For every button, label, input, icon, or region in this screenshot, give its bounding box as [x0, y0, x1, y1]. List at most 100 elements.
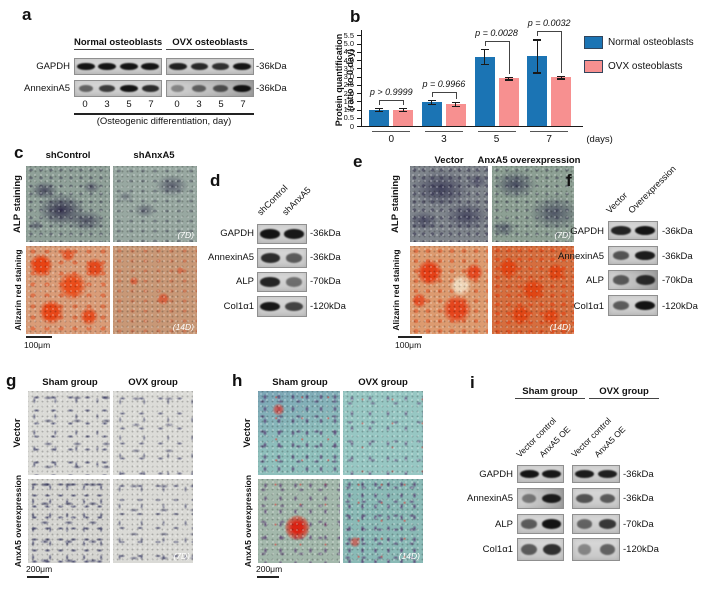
cx-bar	[474, 56, 495, 126]
cx-ylab: 0	[349, 121, 354, 131]
col-header-ovx: OVX group	[358, 377, 408, 388]
blot-d-gapdh	[257, 224, 307, 244]
row-label-alp: ALP	[495, 519, 513, 530]
micro-h-oe-sham	[258, 479, 340, 563]
blot-i-gapdh-sham	[517, 465, 564, 483]
panel-d: d shControl shAnxA5 GAPDH AnnexinA5 ALP …	[196, 144, 346, 360]
panel-e: e Vector AnxA5 overexpression ALP staini…	[346, 144, 582, 360]
cx-line	[530, 131, 569, 133]
time-tag-7d: (7D)	[173, 551, 190, 561]
micro-c-ar-shcontrol	[26, 246, 110, 334]
cx-line	[451, 106, 460, 108]
cx-line	[484, 41, 486, 47]
col-header-shanxa5: shAnxA5	[133, 150, 175, 161]
cx-line	[537, 31, 562, 33]
panel-i: i Sham group OVX group Vector control An…	[455, 368, 708, 590]
legend-label-normal: Normal osteoblasts	[608, 37, 694, 48]
scale-bar	[27, 576, 49, 578]
cx-line	[357, 109, 362, 111]
row-label-alp-staining: ALP staining	[390, 175, 401, 233]
cx-line	[508, 41, 510, 74]
cx-line	[372, 131, 411, 133]
row-label-annexina5: AnnexinA5	[558, 251, 604, 262]
cx-line	[557, 78, 566, 80]
cx-line	[536, 39, 538, 73]
blot-i-annexina5-ovx	[572, 488, 620, 509]
row-label-annexina5: AnnexinA5	[208, 252, 254, 263]
cx-line	[537, 31, 539, 37]
cx-line	[455, 92, 457, 100]
scale-bar	[26, 336, 52, 338]
legend-entry-normal: Normal osteoblasts	[584, 36, 694, 49]
row-label-alp: ALP	[236, 276, 254, 287]
col-header-sham: Sham group	[272, 377, 328, 388]
cx-line	[379, 99, 381, 105]
kda-label: -70kDa	[662, 275, 693, 286]
cx-line	[357, 60, 362, 62]
row-label-vector: Vector	[242, 418, 253, 448]
cx-line	[399, 110, 408, 112]
cx-line	[561, 31, 563, 74]
cx-line	[557, 76, 566, 78]
cx-line	[378, 107, 380, 112]
panel-g: g Sham group OVX group Vector AnxA5 over…	[0, 368, 212, 590]
scale-text: 200μm	[256, 564, 283, 574]
blot-f-gapdh	[608, 221, 658, 240]
blot-f-col1a1	[608, 295, 658, 316]
blot-i-gapdh-ovx	[572, 465, 620, 483]
blot-gapdh-normal	[74, 58, 162, 75]
micro-e-ar-vector	[410, 246, 488, 334]
blot-d-annexina5	[257, 248, 307, 268]
cx-line	[357, 68, 362, 70]
row-label-col1a1: Col1α1	[482, 544, 513, 555]
cx-line	[357, 35, 362, 37]
cx-line	[357, 84, 362, 86]
blot-annexina5-normal	[74, 80, 162, 97]
cx-ylab: 0.5	[343, 113, 354, 123]
cx-line	[504, 76, 513, 79]
micro-e-alp-vector	[410, 166, 488, 242]
cx-line	[361, 30, 363, 127]
cx-bar	[445, 104, 466, 126]
micro-h-vector-sham	[258, 391, 340, 475]
legend-swatch-normal	[584, 36, 603, 49]
cx-line	[480, 49, 489, 51]
cx-xlab: 5	[493, 134, 500, 145]
kda-label: -36kDa	[310, 252, 341, 263]
cx-ylab: 3.5	[343, 63, 354, 73]
col-header-sham: Sham group	[42, 377, 98, 388]
cx-line	[357, 93, 362, 95]
blot-i-col1a1-ovx	[572, 538, 620, 561]
row-label-alizarin: Alizarin red staining	[13, 249, 23, 331]
cx-bar	[498, 78, 519, 126]
blot-d-col1a1	[257, 296, 307, 317]
cx-ylab: 2.0	[343, 88, 354, 98]
lane-day: 7	[148, 99, 154, 110]
cx-line	[357, 51, 362, 53]
cx-line	[507, 76, 510, 80]
scale-text: 100μm	[395, 340, 422, 350]
cx-line	[357, 126, 362, 128]
cx-ylab: 1.5	[343, 96, 354, 106]
panel-d-label: d	[210, 171, 221, 190]
cx-bar	[421, 102, 442, 126]
row-label-alp: ALP	[586, 275, 604, 286]
cx-line	[480, 64, 489, 66]
row-label-annexina5: AnnexinA5	[24, 83, 70, 94]
kda-label: -36kDa	[256, 61, 287, 72]
scale-bar	[398, 336, 422, 338]
kda-label: -36kDa	[662, 251, 693, 262]
blot-annexina5-ovx	[166, 80, 254, 97]
group-header-ovx: OVX osteoblasts	[166, 37, 254, 50]
cx-line	[357, 117, 362, 119]
cx-line	[451, 102, 460, 104]
panel-g-label: g	[6, 371, 17, 390]
blot-i-alp-ovx	[572, 514, 620, 534]
legend-label-ovx: OVX osteoblasts	[608, 61, 683, 72]
cx-ylab: 4.5	[343, 47, 354, 57]
row-label-alizarin: Alizarin red staining	[391, 249, 401, 331]
cx-xlab: 0	[388, 134, 395, 145]
cx-bar	[551, 77, 572, 126]
lane-day: 3	[104, 99, 110, 110]
lane-day: 0	[174, 99, 180, 110]
